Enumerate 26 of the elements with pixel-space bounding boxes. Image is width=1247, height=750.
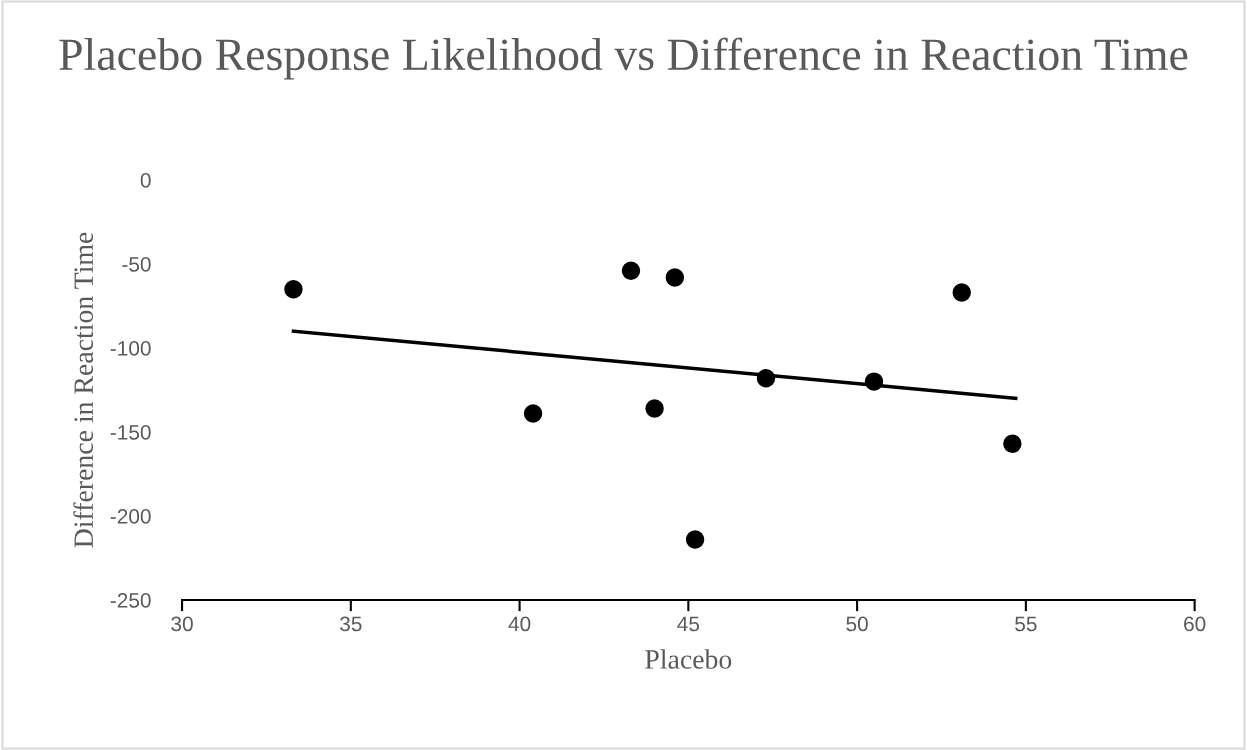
point — [621, 261, 641, 280]
x-tick-label: 55 — [1015, 616, 1037, 632]
point — [685, 530, 705, 549]
point — [665, 268, 685, 287]
y-tick-label: -150 — [110, 425, 151, 440]
y-tick-label: -50 — [122, 257, 151, 272]
point — [864, 372, 884, 391]
x-tick-label: 30 — [171, 616, 193, 632]
point — [523, 404, 543, 423]
y-tick-label: -250 — [110, 593, 151, 608]
chart-title: Placebo Response Likelihood vs Difference in Reaction Time — [59, 37, 1188, 80]
y-tick-label: 0 — [140, 173, 151, 188]
y-tick-label: -100 — [110, 341, 151, 356]
x-tick-label: 50 — [846, 616, 868, 632]
point — [756, 369, 776, 388]
y-axis-title: Difference in Reaction Time — [73, 232, 94, 548]
x-tick-label: 45 — [677, 616, 700, 632]
point — [1003, 434, 1022, 453]
point — [645, 399, 664, 418]
x-tick-label: 40 — [508, 616, 531, 632]
y-tick-label: -200 — [110, 509, 151, 524]
x-axis-title: Placebo — [645, 649, 732, 669]
point — [284, 279, 303, 299]
point — [952, 283, 971, 302]
x-tick-label: 60 — [1184, 616, 1206, 632]
x-tick-label: 35 — [340, 616, 362, 632]
